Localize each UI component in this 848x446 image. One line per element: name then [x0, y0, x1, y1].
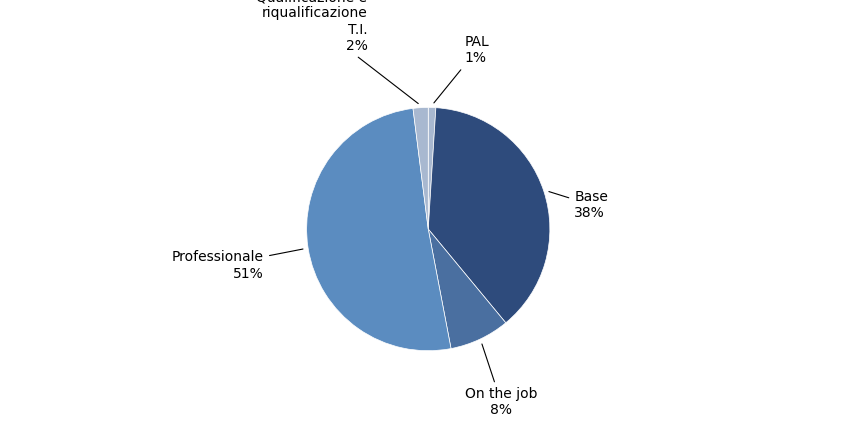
Wedge shape — [428, 107, 550, 323]
Text: On the job
8%: On the job 8% — [465, 344, 538, 417]
Text: Professionale
51%: Professionale 51% — [172, 249, 303, 281]
Text: PAL
1%: PAL 1% — [434, 35, 489, 103]
Wedge shape — [413, 107, 428, 229]
Wedge shape — [428, 107, 436, 229]
Wedge shape — [428, 229, 505, 349]
Wedge shape — [307, 108, 451, 351]
Text: Base
38%: Base 38% — [549, 190, 608, 220]
Text: Qualificazione e
riqualificazione
T.I.
2%: Qualificazione e riqualificazione T.I. 2… — [256, 0, 418, 103]
